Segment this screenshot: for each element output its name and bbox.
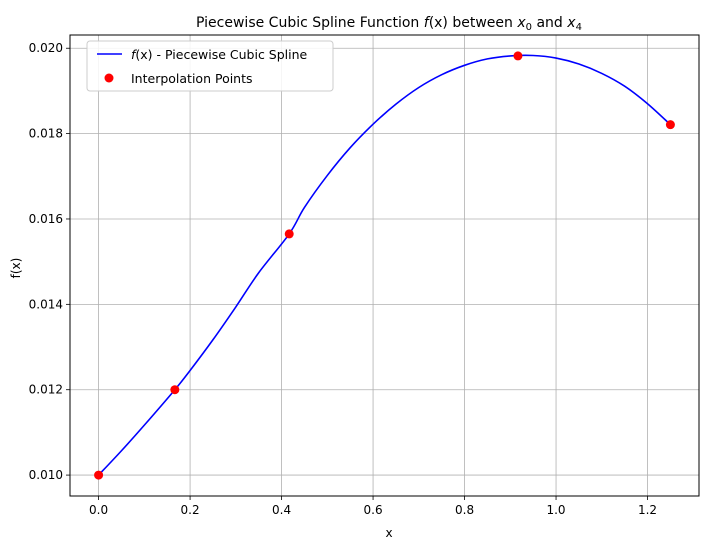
y-tick-label: 0.020 xyxy=(29,41,63,55)
y-axis-label: f(x) xyxy=(9,258,23,279)
title-sub4: 4 xyxy=(576,22,582,33)
y-tick-label: 0.012 xyxy=(29,383,63,397)
title-func-arg: (x) xyxy=(429,15,448,31)
y-tick-label: 0.010 xyxy=(29,468,63,482)
legend-line-func: f xyxy=(131,47,137,62)
chart-title: Piecewise Cubic Spline Function f(x) bet… xyxy=(196,15,582,33)
ticks: 0.0 0.2 0.4 0.6 0.8 1.0 1.2 0.010 0.012 0.014 0.01… xyxy=(29,41,657,517)
y-tick-label: 0.018 xyxy=(29,127,63,141)
title-and: and xyxy=(532,15,567,31)
x-tick-label: 0.0 xyxy=(89,503,108,517)
legend-box xyxy=(86,40,334,92)
x-tick-label: 1.2 xyxy=(638,503,657,517)
legend-line-arg: (x) xyxy=(135,47,152,62)
x-axis-label: x xyxy=(385,526,392,540)
interpolation-point xyxy=(170,385,180,395)
title-var4: x xyxy=(566,15,576,31)
x-tick-label: 0.2 xyxy=(181,503,200,517)
interpolation-point xyxy=(665,120,675,130)
interpolation-point xyxy=(94,470,104,480)
plot-series xyxy=(94,51,675,480)
spline-line xyxy=(98,54,671,476)
title-mid: between xyxy=(448,15,517,31)
title-var0: x xyxy=(516,15,526,31)
x-tick-label: 0.6 xyxy=(364,503,383,517)
legend-points-swatch xyxy=(104,73,114,83)
legend-points-label: Interpolation Points xyxy=(131,71,253,86)
title-func: f xyxy=(424,15,431,31)
legend: f(x) - Piecewise Cubic Spline Interpolat… xyxy=(86,40,334,92)
legend-line-label: f(x) - Piecewise Cubic Spline xyxy=(131,47,308,62)
legend-line-rest: - Piecewise Cubic Spline xyxy=(153,47,308,62)
x-tick-label: 1.0 xyxy=(546,503,565,517)
x-tick-label: 0.8 xyxy=(455,503,474,517)
x-tick-label: 0.4 xyxy=(272,503,291,517)
y-tick-label: 0.016 xyxy=(29,212,63,226)
title-sub0: 0 xyxy=(526,22,532,33)
axes-frame xyxy=(69,34,700,497)
title-prefix: Piecewise Cubic Spline Function xyxy=(196,15,424,31)
interpolation-point xyxy=(284,229,294,239)
y-tick-label: 0.014 xyxy=(29,297,63,311)
interpolation-point xyxy=(513,51,523,61)
